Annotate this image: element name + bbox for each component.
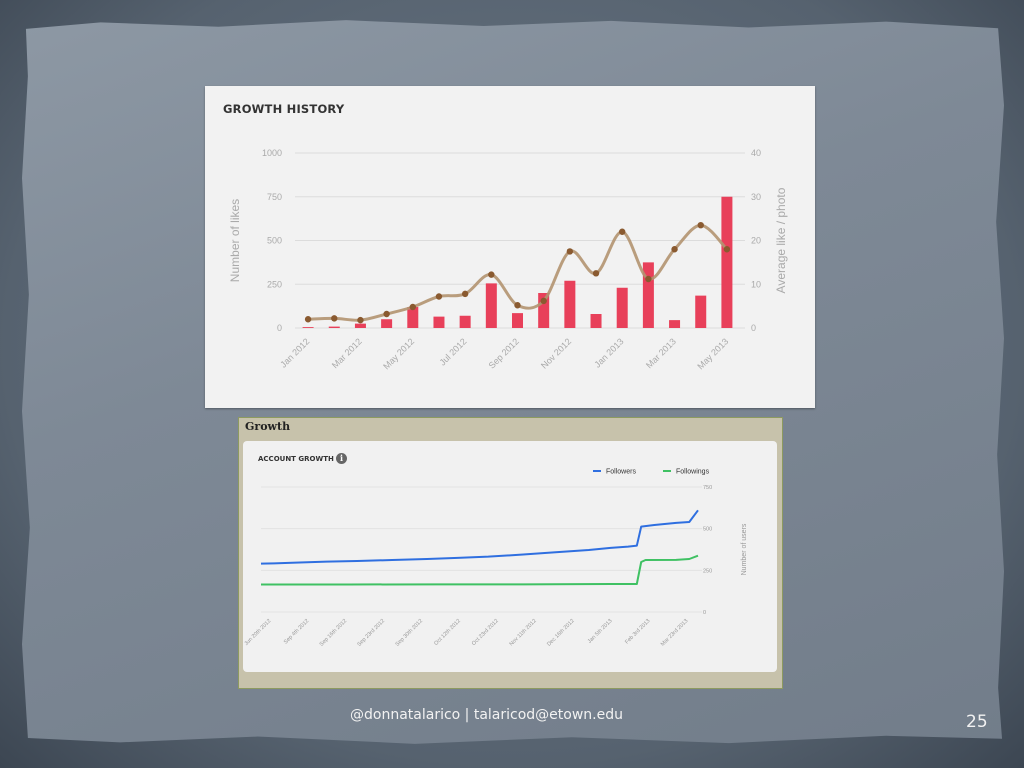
y-tick-label: 0 [703,610,706,616]
line-point [383,310,390,318]
x-tick-label: Nov 2012 [539,336,573,370]
x-tick-label: May 2013 [695,336,730,371]
bar [485,283,497,328]
footer-credit: @donnatalarico | talaricod@etown.edu [350,707,623,723]
line-point [645,275,652,283]
growth-history-panel: GROWTH HISTORY 1000 750 500 250 0 40 30 20 10 0 Nu… [205,86,815,408]
info-icon[interactable]: i [336,453,347,464]
bar [328,326,340,328]
y2-axis-label: Average like / photo [774,187,788,293]
line-point [566,248,574,255]
y2-tick-label: 10 [751,279,761,289]
bar [564,280,576,328]
y-axis-label: Number of likes [228,199,242,282]
x-tick-label: Mar 2012 [330,336,364,370]
x-tick-label: Sep 2012 [487,336,521,370]
account-growth-chart: 750 500 250 0 Number of users Followers Follow… [244,469,748,648]
account-growth-card: ACCOUNT GROWTH i 750 500 250 0 Number of use… [243,441,777,672]
y2-tick-label: 30 [751,192,761,202]
y-tick-label: 250 [267,279,282,289]
y-tick-label: 500 [267,236,282,246]
bar [459,315,471,328]
x-tick-label: Jan 5th 2013 [587,618,614,645]
x-tick-label: Sep 4th 2012 [283,618,310,645]
y-tick-label: 500 [703,527,712,533]
legend-label: Followers [606,469,636,476]
bar [642,262,654,328]
bar [616,287,628,328]
x-tick-label: Mar 23rd 2013 [660,618,690,648]
line-point [592,270,600,277]
account-growth-title: ACCOUNT GROWTH [258,455,334,463]
line-point [540,297,547,305]
line-point [409,303,416,311]
line-point [357,316,364,324]
bar [381,319,393,328]
x-tick-label: Nov 11th 2012 [509,618,538,647]
x-tick-label: Feb 3rd 2013 [624,618,651,645]
line-point [488,271,495,278]
x-tick-label: Sep 23rd 2012 [356,618,386,648]
bar [407,307,419,328]
x-tick-label: Jan 2013 [592,336,625,369]
line-point [514,302,521,309]
bar [512,313,523,328]
bar [695,295,707,328]
x-tick-label: Sep 16th 2012 [319,618,349,648]
x-tick-label: Dec 16th 2012 [546,618,576,648]
y-tick-label: 750 [267,192,282,202]
x-tick-label: Oct 12th 2012 [433,618,462,647]
x-tick-label: Sep 30th 2012 [394,618,424,648]
y-tick-label: 750 [703,485,712,491]
growth-history-chart: 1000 750 500 250 0 40 30 20 10 0 Number of likes Av… [228,148,788,371]
y2-tick-label: 40 [751,148,761,158]
bar [669,320,681,328]
bar [433,316,445,328]
y-tick-label: 0 [277,323,282,333]
growth-panel: Growth ACCOUNT GROWTH i 750 500 250 0 Number… [238,417,783,689]
y2-tick-label: 20 [751,236,761,246]
bar [538,293,550,328]
line-point [697,221,704,229]
x-tick-label: Mar 2013 [644,336,678,370]
bar [354,323,366,328]
y-tick-label: 1000 [262,148,282,158]
series-line [260,509,699,565]
legend-label: Followings [676,469,710,476]
growth-history-title: GROWTH HISTORY [223,102,345,116]
line-point [304,316,312,323]
x-tick-label: Jan 2012 [278,336,311,369]
y-tick-label: 250 [703,568,712,574]
bar [590,314,602,328]
x-tick-label: Oct 23rd 2012 [471,618,500,647]
line-point [671,246,678,253]
line-point [461,290,469,298]
line-point [435,293,443,300]
y-axis-label: Number of users [741,523,748,575]
bar [721,196,733,328]
line-point [331,315,338,322]
x-tick-label: Jun 20th 2012 [244,618,273,647]
x-tick-label: Jul 2012 [437,336,468,367]
bar [302,327,314,328]
y2-tick-label: 0 [751,323,756,333]
x-tick-label: May 2012 [381,336,416,371]
series-line [261,554,699,586]
line-point [619,228,626,235]
line-point [723,246,731,253]
growth-panel-heading: Growth [245,420,291,433]
page-number: 25 [966,712,988,732]
